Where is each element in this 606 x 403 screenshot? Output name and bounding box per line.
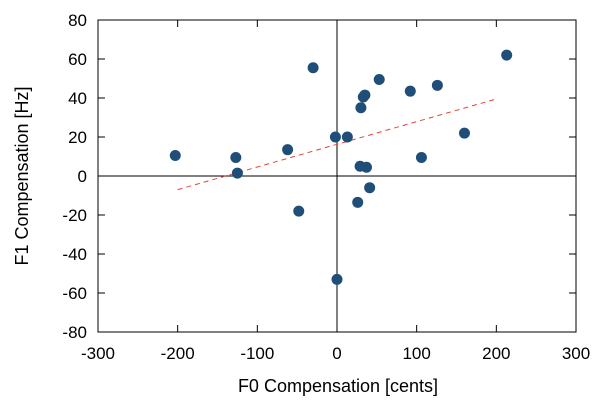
data-point xyxy=(404,85,416,97)
data-point xyxy=(231,167,243,179)
data-point xyxy=(364,182,376,194)
zero-lines xyxy=(98,20,576,332)
x-axis-ticks: -300 -200 -100 0 100 200 300 xyxy=(81,20,590,363)
data-point xyxy=(373,73,385,85)
x-tick-label: -300 xyxy=(81,344,115,363)
data-point xyxy=(355,102,367,114)
y-tick-label: 20 xyxy=(68,128,87,147)
y-axis-title: F1 Compensation [Hz] xyxy=(12,86,32,265)
y-tick-label: -20 xyxy=(62,206,87,225)
x-axis-title: F0 Compensation [cents] xyxy=(238,376,438,396)
data-point xyxy=(230,151,242,163)
data-point xyxy=(360,161,372,173)
y-tick-label: -40 xyxy=(62,245,87,264)
data-point xyxy=(431,79,443,91)
data-point xyxy=(359,89,371,101)
y-tick-label: -60 xyxy=(62,284,87,303)
data-point xyxy=(169,150,181,162)
x-tick-label: 100 xyxy=(402,344,430,363)
data-point xyxy=(307,62,319,74)
trendline xyxy=(177,98,497,191)
y-tick-label: 60 xyxy=(68,50,87,69)
y-tick-label: -80 xyxy=(62,323,87,342)
trendline-path xyxy=(177,98,497,191)
x-tick-label: 300 xyxy=(562,344,590,363)
y-tick-label: 80 xyxy=(68,11,87,30)
data-point xyxy=(329,131,341,143)
data-point xyxy=(282,144,294,156)
data-points xyxy=(169,49,513,285)
y-tick-label: 40 xyxy=(68,89,87,108)
x-tick-label: 0 xyxy=(332,344,341,363)
x-tick-label: -100 xyxy=(240,344,274,363)
x-tick-label: -200 xyxy=(161,344,195,363)
data-point xyxy=(501,49,513,61)
data-point xyxy=(341,131,353,143)
data-point xyxy=(458,127,470,139)
data-point xyxy=(293,205,305,217)
y-axis-ticks: -80 -60 -40 -20 0 20 40 60 80 xyxy=(62,11,576,342)
data-point xyxy=(352,196,364,208)
data-point xyxy=(331,273,343,285)
y-tick-label: 0 xyxy=(78,167,87,186)
data-point xyxy=(415,151,427,163)
x-tick-label: 200 xyxy=(482,344,510,363)
